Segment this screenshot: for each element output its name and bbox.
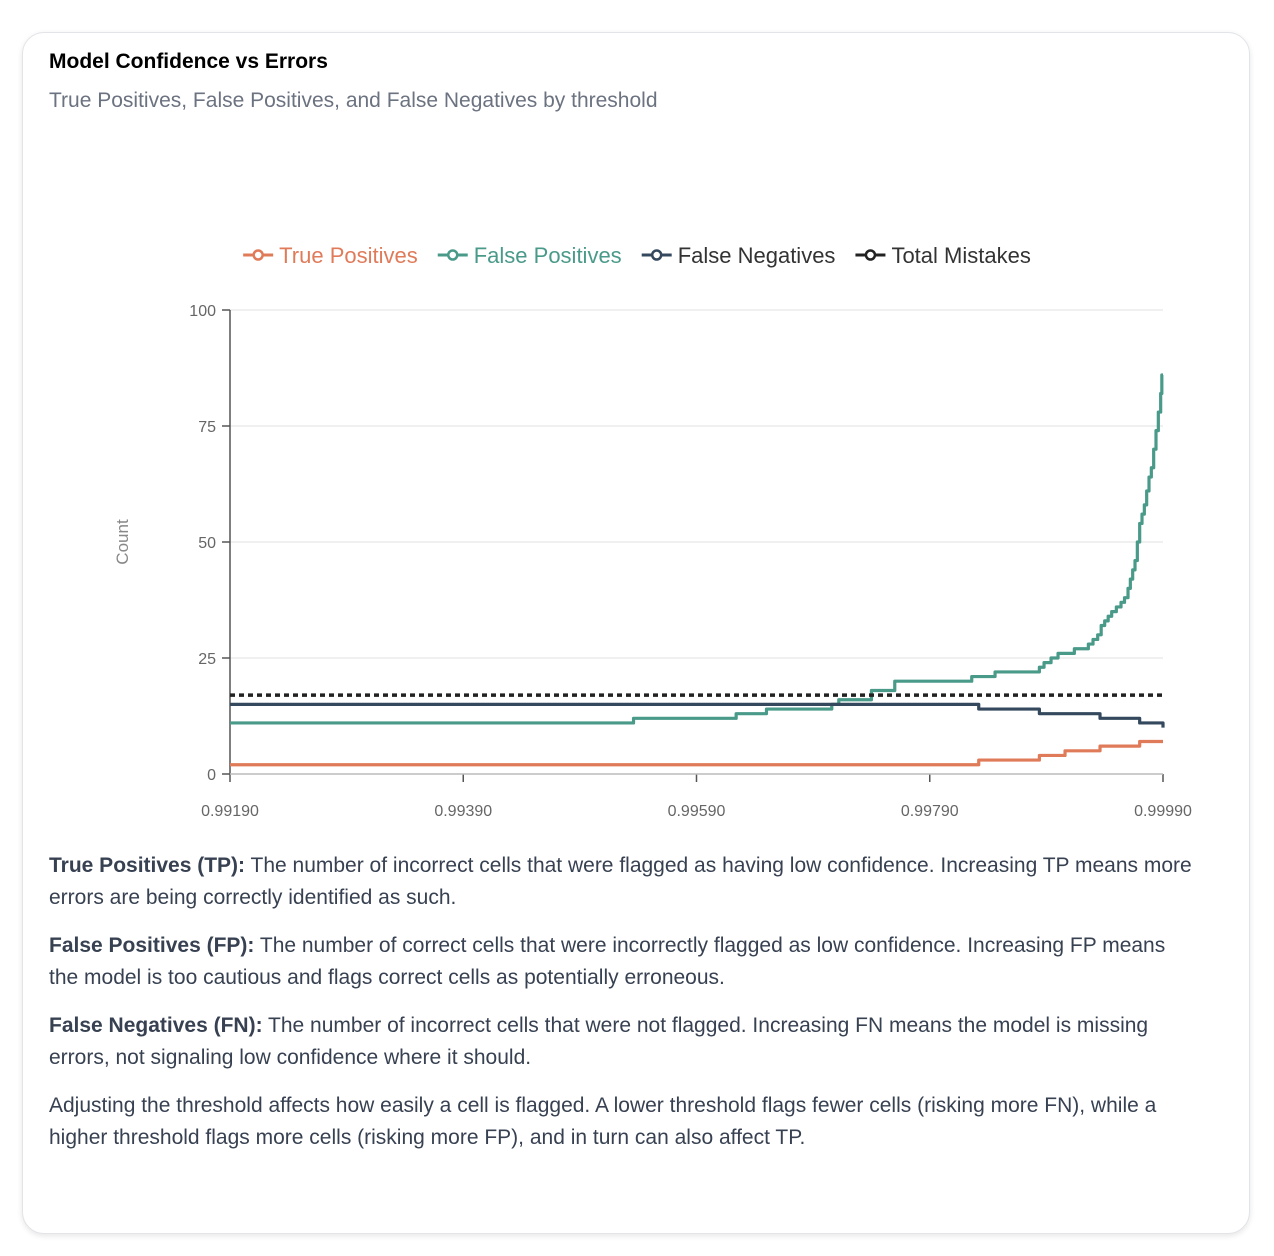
legend-label-total-mistakes: Total Mistakes (891, 243, 1030, 268)
legend-marker-true-positives (252, 249, 264, 261)
y-tick-label: 0 (207, 767, 216, 784)
chart-grid (230, 309, 1163, 659)
legend-marker-total-mistakes (864, 249, 877, 261)
fn-description: False Negatives (FN): The number of inco… (49, 1010, 1194, 1074)
series-line-false-negatives (230, 702, 1165, 728)
y-tick-label: 75 (198, 419, 216, 436)
x-tick-label: 0.99790 (901, 803, 959, 820)
x-tick-label: 0.99590 (668, 803, 726, 820)
chart-title: Model Confidence vs Errors (49, 50, 328, 73)
chart-legend[interactable]: True Positives False Positives False Negat… (243, 243, 1031, 268)
legend-label-false-positives: False Positives (474, 243, 622, 268)
legend-marker-false-positives (446, 249, 459, 261)
chart-subtitle: True Positives, False Positives, and Fal… (49, 89, 658, 112)
series-line-true-positives (230, 739, 1163, 767)
fp-description: False Positives (FP): The number of corr… (49, 930, 1194, 994)
tp-description: True Positives (TP): The number of incor… (49, 850, 1194, 914)
line-chart: True Positives False Positives False Negat… (113, 243, 1192, 820)
threshold-note: Adjusting the threshold affects how easi… (49, 1094, 1157, 1149)
legend-label-false-negatives: False Negatives (678, 243, 836, 268)
y-tick-label: 50 (198, 535, 216, 552)
fp-term: False Positives (FP): (49, 934, 255, 957)
series-line-false-positives (230, 373, 1164, 725)
legend-marker-false-negatives (650, 249, 663, 261)
tp-term: True Positives (TP): (49, 854, 246, 877)
chart-series (230, 373, 1165, 767)
x-tick-label: 0.99390 (434, 803, 492, 820)
y-tick-label: 25 (198, 651, 216, 668)
x-tick-label: 0.99990 (1134, 803, 1192, 820)
x-tick-label: 0.99190 (201, 803, 259, 820)
y-axis-title: Count (113, 519, 132, 565)
fn-term: False Negatives (FN): (49, 1014, 263, 1037)
fn-text: The number of incorrect cells that were … (49, 1014, 1149, 1069)
tp-text: The number of incorrect cells that were … (49, 854, 1192, 909)
chart-axes: 0 25 50 75 100 0.99190 0.99390 0.99590 0.99790 0.… (113, 303, 1192, 820)
legend-label-true-positives: True Positives (279, 243, 418, 268)
chart-card (22, 32, 1250, 1234)
fp-text: The number of correct cells that were in… (49, 934, 1166, 989)
y-tick-label: 100 (189, 303, 216, 320)
description-section: True Positives (TP): The number of incor… (49, 850, 1194, 1170)
